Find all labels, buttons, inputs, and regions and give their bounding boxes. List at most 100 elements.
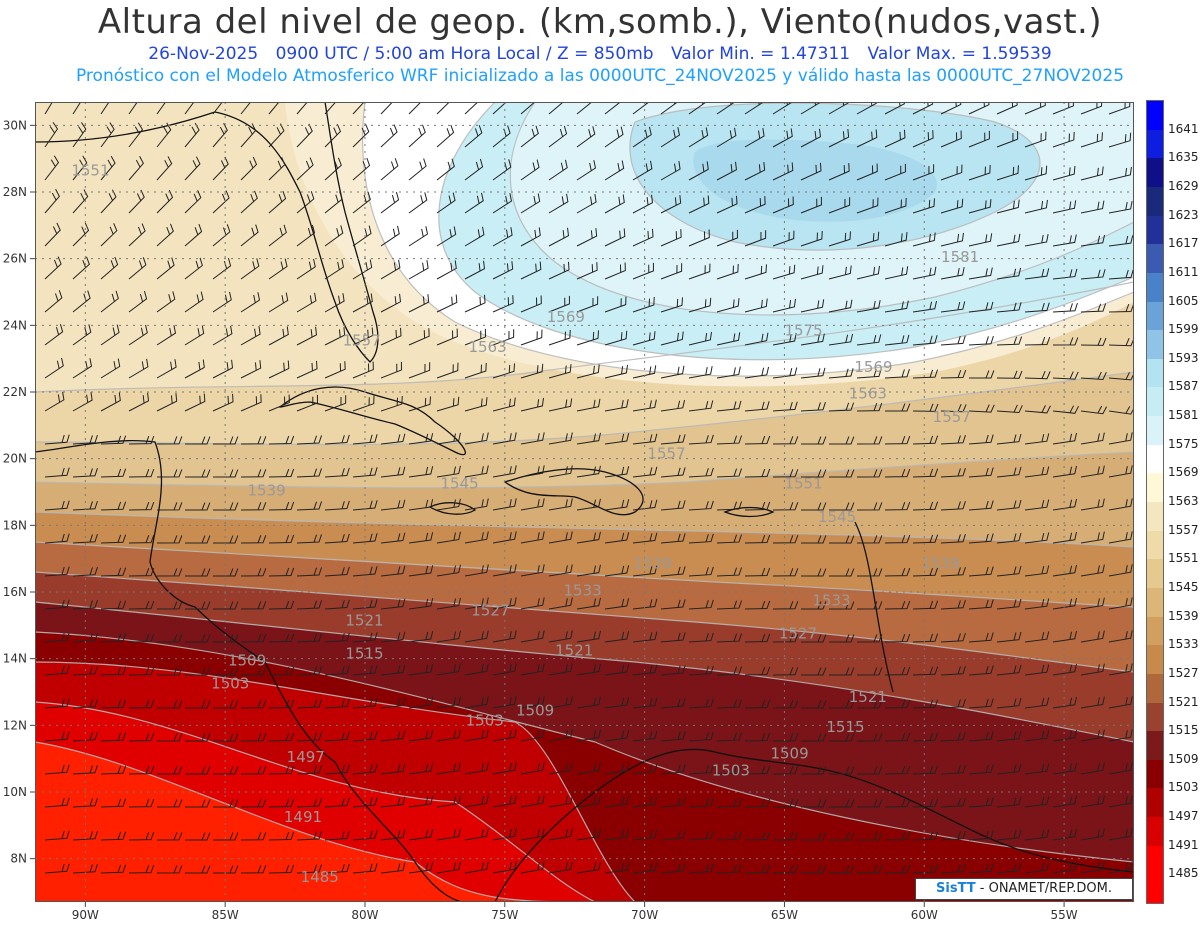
wind-barb	[604, 364, 628, 379]
wind-barb	[72, 633, 98, 643]
wind-barb	[660, 698, 686, 709]
lat-tick-label: 30N	[3, 118, 27, 132]
wind-barb	[744, 128, 765, 148]
wind-barb	[660, 467, 686, 478]
wind-barb	[520, 762, 545, 775]
wind-barb	[492, 630, 517, 643]
wind-barb	[100, 666, 127, 676]
forecast-info: Pronóstico con el Modelo Atmosferico WRF…	[75, 66, 1125, 86]
wind-barb	[800, 535, 827, 544]
wind-barb	[800, 162, 822, 181]
wind-barb	[352, 361, 374, 379]
legend-swatch	[1147, 215, 1163, 245]
wind-barb	[464, 729, 489, 742]
wind-barb	[968, 599, 994, 610]
wind-barb	[352, 863, 378, 874]
wind-barb	[352, 157, 371, 181]
wind-barb	[716, 864, 743, 874]
wind-barb	[436, 226, 457, 247]
wind-barb	[240, 667, 267, 676]
wind-barb	[268, 666, 295, 676]
wind-barb	[604, 763, 630, 775]
wind-barb	[1024, 268, 1050, 280]
wind-barb	[632, 433, 658, 445]
wind-barb	[1024, 631, 1050, 643]
legend-swatch	[1147, 358, 1163, 388]
wind-barb	[212, 568, 239, 577]
wind-barb	[380, 532, 406, 544]
wind-barb	[184, 667, 211, 676]
wind-barb	[352, 467, 378, 478]
wind-barb	[1108, 498, 1133, 511]
wind-barb	[352, 830, 378, 841]
wind-barb	[184, 634, 211, 643]
wind-barb	[940, 732, 966, 742]
wind-barb	[520, 295, 542, 313]
wind-barb	[632, 194, 653, 214]
wind-barb	[72, 324, 92, 346]
lat-lon-grid	[35, 102, 1134, 902]
wind-barb	[660, 665, 686, 676]
wind-barb	[548, 193, 569, 214]
wind-barb	[576, 861, 601, 874]
wind-barb	[632, 160, 653, 181]
wind-barb	[1080, 405, 1108, 415]
wind-barb	[660, 297, 683, 313]
wind-barb	[240, 733, 267, 742]
legend-level-label: 1593	[1168, 350, 1199, 365]
wind-barb	[660, 263, 683, 280]
wind-barb	[520, 261, 542, 280]
wind-barb	[268, 699, 295, 709]
wind-barb	[240, 865, 267, 874]
wind-barb	[520, 329, 543, 346]
wind-barb	[604, 664, 630, 676]
wind-barb	[1052, 200, 1077, 214]
wind-barb	[968, 370, 995, 379]
wind-barb	[548, 795, 573, 808]
wind-barb	[212, 502, 239, 511]
wind-barb	[716, 600, 743, 610]
wind-barb	[1052, 696, 1078, 709]
wind-barb	[1080, 371, 1107, 381]
wind-barb	[380, 327, 402, 346]
wind-barb	[1052, 432, 1078, 445]
wind-barb	[744, 366, 770, 379]
wind-barb	[884, 798, 911, 808]
wind-barb	[576, 194, 597, 214]
wind-barb	[1052, 795, 1078, 808]
wind-barb	[716, 161, 737, 181]
wind-barb	[240, 156, 258, 181]
wind-barb	[44, 797, 70, 808]
wind-barb	[492, 663, 517, 676]
wind-barb	[492, 125, 511, 148]
wind-barb	[156, 568, 183, 577]
legend-level-label: 1545	[1168, 579, 1199, 594]
wind-barb	[44, 599, 70, 610]
wind-barb	[408, 730, 434, 742]
wind-barb	[436, 328, 458, 346]
legend-swatch	[1147, 416, 1163, 446]
wind-barb	[380, 862, 406, 874]
lat-tick-label: 26N	[3, 252, 27, 266]
wind-barb	[856, 265, 880, 280]
wind-barb	[576, 330, 600, 346]
wind-barb	[268, 190, 287, 214]
wind-barb	[1024, 466, 1050, 478]
lat-tick-label: 20N	[3, 452, 27, 466]
wind-barb	[240, 326, 261, 346]
wind-barb	[408, 328, 430, 346]
wind-barb	[1052, 302, 1078, 313]
legend-level-label: 1617	[1168, 236, 1199, 251]
wind-barb	[744, 162, 766, 181]
wind-barb	[324, 293, 345, 313]
wind-barb	[1108, 564, 1133, 577]
wind-barb	[436, 124, 455, 148]
wind-barb	[912, 130, 934, 148]
wind-barb	[548, 261, 570, 280]
wind-barb	[660, 797, 686, 808]
wind-barb	[436, 861, 461, 874]
wind-barb	[912, 198, 935, 214]
wind-barb	[940, 864, 966, 874]
wind-barb	[492, 597, 517, 610]
wind-barb	[380, 124, 398, 148]
